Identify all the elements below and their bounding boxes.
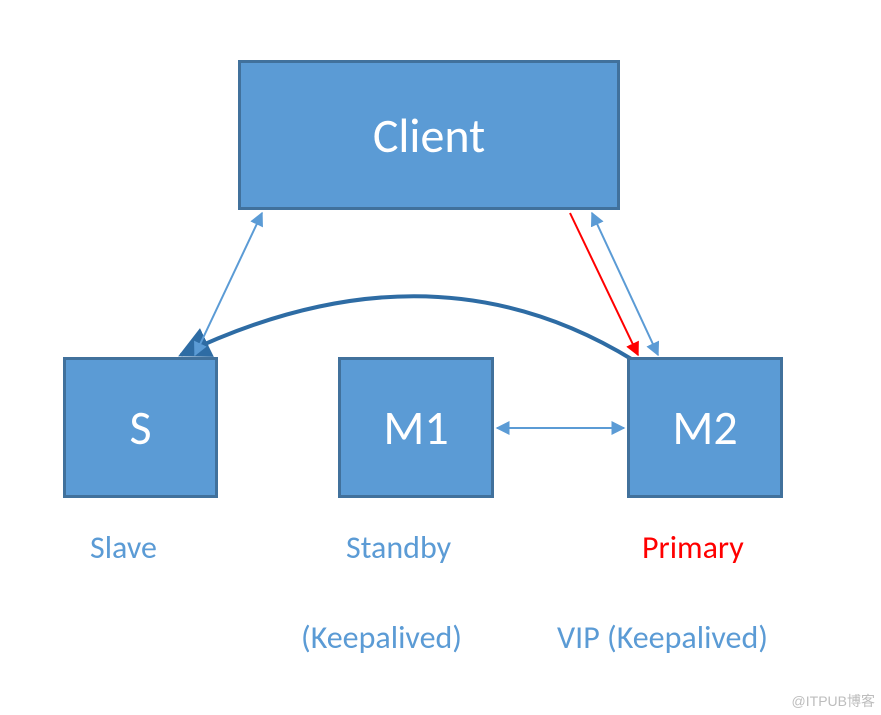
node-m1: M1: [338, 357, 494, 498]
label-slave: Slave: [90, 528, 157, 567]
node-s-label: S: [129, 398, 151, 457]
node-m2: M2: [627, 357, 783, 498]
label-keepalived-m1: (Keepalived): [301, 618, 462, 657]
label-primary: Primary: [642, 528, 744, 567]
diagram-stage: Client S M1 M2 Slave Standby Primary (Ke…: [0, 0, 881, 715]
node-m1-label: M1: [383, 398, 448, 457]
edge-client-s: [195, 213, 262, 355]
edge-client-m2-blue: [592, 213, 658, 355]
node-m2-label: M2: [672, 398, 737, 457]
label-standby: Standby: [346, 528, 451, 567]
node-client: Client: [238, 60, 620, 210]
edge-s-m2-curve: [181, 296, 633, 360]
watermark: @ITPUB博客: [792, 691, 875, 711]
node-client-label: Client: [373, 106, 485, 165]
label-keepalived-m2: VIP (Keepalived): [557, 618, 768, 657]
node-s: S: [63, 357, 218, 498]
edge-client-m2-red: [570, 213, 638, 355]
